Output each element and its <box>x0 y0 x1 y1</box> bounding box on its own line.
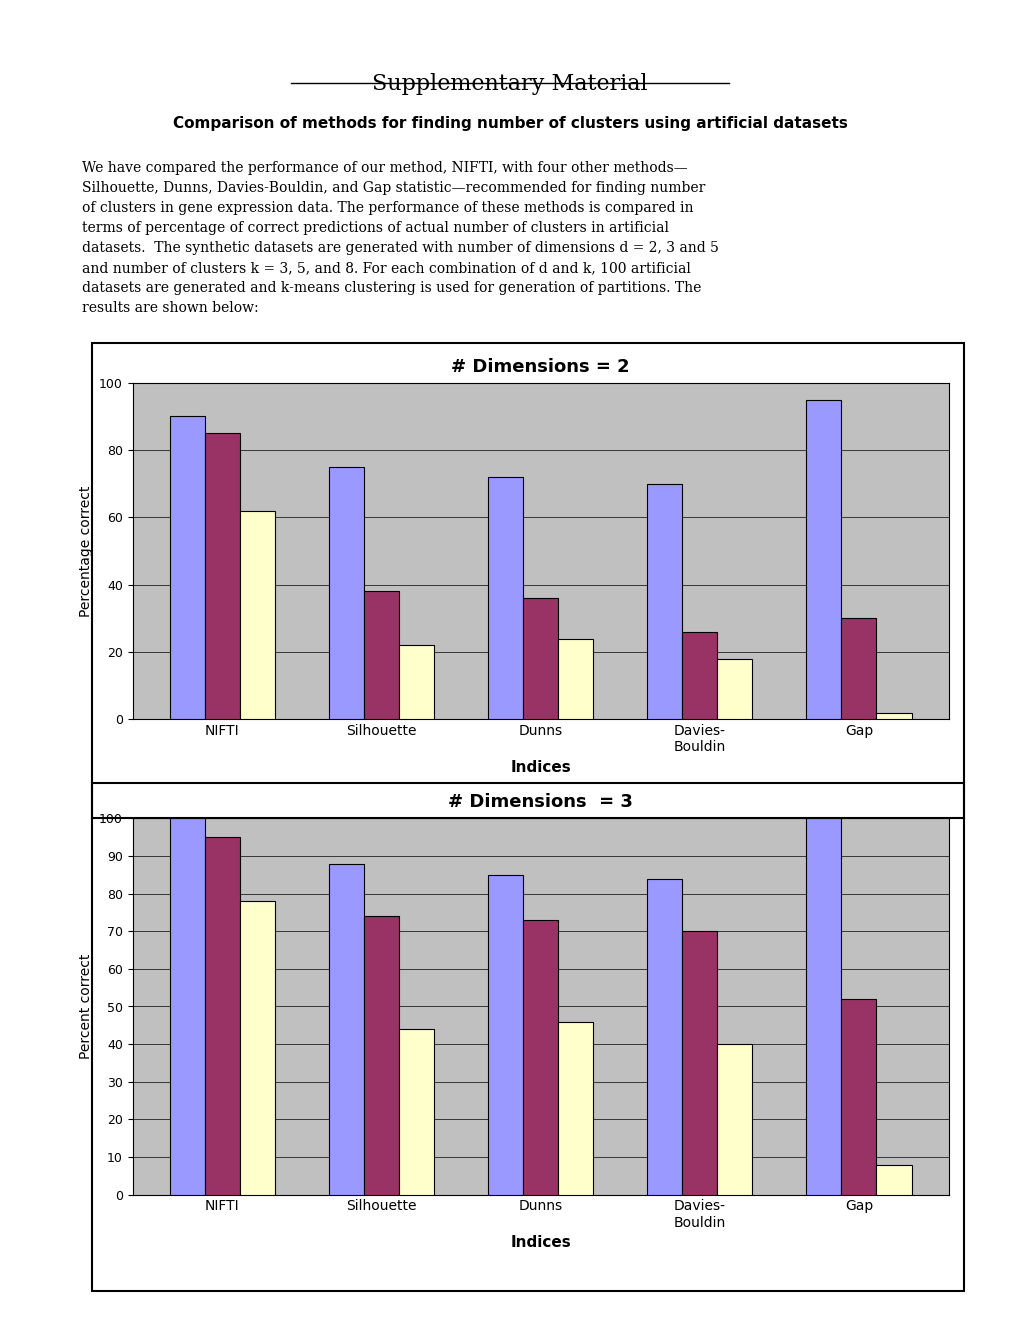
Title: # Dimensions = 2: # Dimensions = 2 <box>450 358 630 376</box>
Bar <box>398 645 433 719</box>
Bar <box>806 818 841 1195</box>
Bar <box>487 875 523 1195</box>
Bar <box>716 659 752 719</box>
Bar <box>239 902 274 1195</box>
Bar <box>487 477 523 719</box>
Bar <box>328 467 364 719</box>
Bar <box>875 713 911 719</box>
Title: # Dimensions  = 3: # Dimensions = 3 <box>447 793 633 812</box>
Bar <box>647 483 682 719</box>
Y-axis label: Percentage correct: Percentage correct <box>79 486 94 616</box>
Bar <box>364 916 398 1195</box>
Bar <box>841 999 875 1195</box>
Bar <box>205 433 239 719</box>
Bar <box>647 879 682 1195</box>
Bar <box>523 920 557 1195</box>
Bar <box>328 863 364 1195</box>
X-axis label: Indices: Indices <box>510 760 571 775</box>
Y-axis label: Percent correct: Percent correct <box>79 954 94 1059</box>
Bar <box>398 1030 433 1195</box>
Bar <box>682 632 716 719</box>
Bar <box>841 618 875 719</box>
Text: Supplementary Material: Supplementary Material <box>372 73 647 95</box>
Text: We have compared the performance of our method, NIFTI, with four other methods—
: We have compared the performance of our … <box>82 161 717 315</box>
Bar <box>682 932 716 1195</box>
Bar <box>875 1164 911 1195</box>
Bar <box>364 591 398 719</box>
Bar <box>239 511 274 719</box>
Bar <box>169 417 205 719</box>
Bar <box>557 1022 593 1195</box>
Bar <box>169 818 205 1195</box>
Bar <box>205 837 239 1195</box>
Bar <box>716 1044 752 1195</box>
Legend: # clusters=3, # clusters=5, # clusters=8: # clusters=3, # clusters=5, # clusters=8 <box>343 865 737 888</box>
Bar <box>523 598 557 719</box>
X-axis label: Indices: Indices <box>510 1236 571 1250</box>
Bar <box>806 400 841 719</box>
Text: Comparison of methods for finding number of clusters using artificial datasets: Comparison of methods for finding number… <box>172 116 847 131</box>
Bar <box>557 639 593 719</box>
